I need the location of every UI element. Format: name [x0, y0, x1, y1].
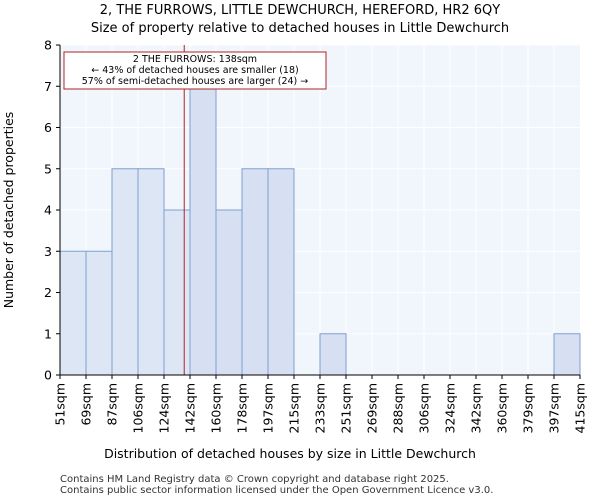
- x-tick-label: 178sqm: [235, 383, 250, 433]
- x-tick-label: 269sqm: [365, 383, 380, 433]
- bar: [59, 250, 87, 376]
- bar: [111, 168, 139, 376]
- x-tick-label: 288sqm: [391, 383, 406, 433]
- x-tick-label: 215sqm: [287, 383, 302, 433]
- annotation-line-1: 2 THE FURROWS: 138sqm: [133, 54, 257, 65]
- x-tick-label: 197sqm: [261, 383, 276, 433]
- y-tick-label: 1: [44, 326, 52, 341]
- footer-line-1: Contains HM Land Registry data © Crown c…: [60, 474, 449, 485]
- y-tick-label: 3: [44, 244, 52, 259]
- x-tick-label: 324sqm: [443, 383, 458, 433]
- x-tick-label: 306sqm: [417, 383, 432, 433]
- y-tick-label: 0: [44, 368, 52, 383]
- bar: [267, 168, 295, 376]
- bar: [241, 168, 269, 376]
- x-tick-label: 87sqm: [105, 383, 120, 426]
- x-tick-label: 379sqm: [521, 383, 536, 433]
- bar: [215, 209, 243, 376]
- x-tick-label: 342sqm: [469, 383, 484, 433]
- x-tick-label: 397sqm: [547, 383, 562, 433]
- y-axis-ticks: 0 1 2 3 4 5 6 7 8: [44, 38, 60, 383]
- x-tick-label: 160sqm: [209, 383, 224, 433]
- annotation-box: 2 THE FURROWS: 138sqm ← 43% of detached …: [63, 51, 327, 90]
- footer-line-2: Contains public sector information licen…: [60, 485, 493, 496]
- chart-title-line-2: Size of property relative to detached ho…: [91, 21, 509, 36]
- y-tick-label: 8: [44, 38, 52, 53]
- x-axis-label: Distribution of detached houses by size …: [104, 446, 476, 461]
- x-tick-label: 233sqm: [313, 383, 328, 433]
- x-tick-label: 124sqm: [157, 383, 172, 433]
- x-tick-label: 142sqm: [183, 383, 198, 433]
- bar: [319, 333, 347, 376]
- x-axis-ticks: 51sqm 69sqm 87sqm 106sqm 124sqm 142sqm 160sqm 1…: [53, 375, 588, 433]
- annotation-line-3: 57% of semi-detached houses are larger (…: [82, 76, 309, 87]
- bar: [163, 209, 191, 376]
- bar: [137, 168, 165, 376]
- bar: [553, 333, 581, 376]
- bars: [59, 85, 581, 376]
- x-tick-label: 69sqm: [79, 383, 94, 426]
- x-tick-label: 360sqm: [495, 383, 510, 433]
- bar: [189, 85, 217, 376]
- y-tick-label: 7: [44, 79, 52, 94]
- x-tick-label: 106sqm: [131, 383, 146, 433]
- x-tick-label: 415sqm: [573, 383, 588, 433]
- y-tick-label: 2: [44, 285, 52, 300]
- y-tick-label: 5: [44, 161, 52, 176]
- y-tick-label: 6: [44, 120, 52, 135]
- y-tick-label: 4: [44, 203, 52, 218]
- annotation-line-2: ← 43% of detached houses are smaller (18…: [91, 65, 298, 76]
- chart-title-line-1: 2, THE FURROWS, LITTLE DEWCHURCH, HEREFO…: [100, 3, 500, 18]
- x-tick-label: 51sqm: [53, 383, 68, 426]
- bar: [85, 250, 113, 376]
- y-axis-label: Number of detached properties: [1, 112, 16, 309]
- x-tick-label: 251sqm: [339, 383, 354, 433]
